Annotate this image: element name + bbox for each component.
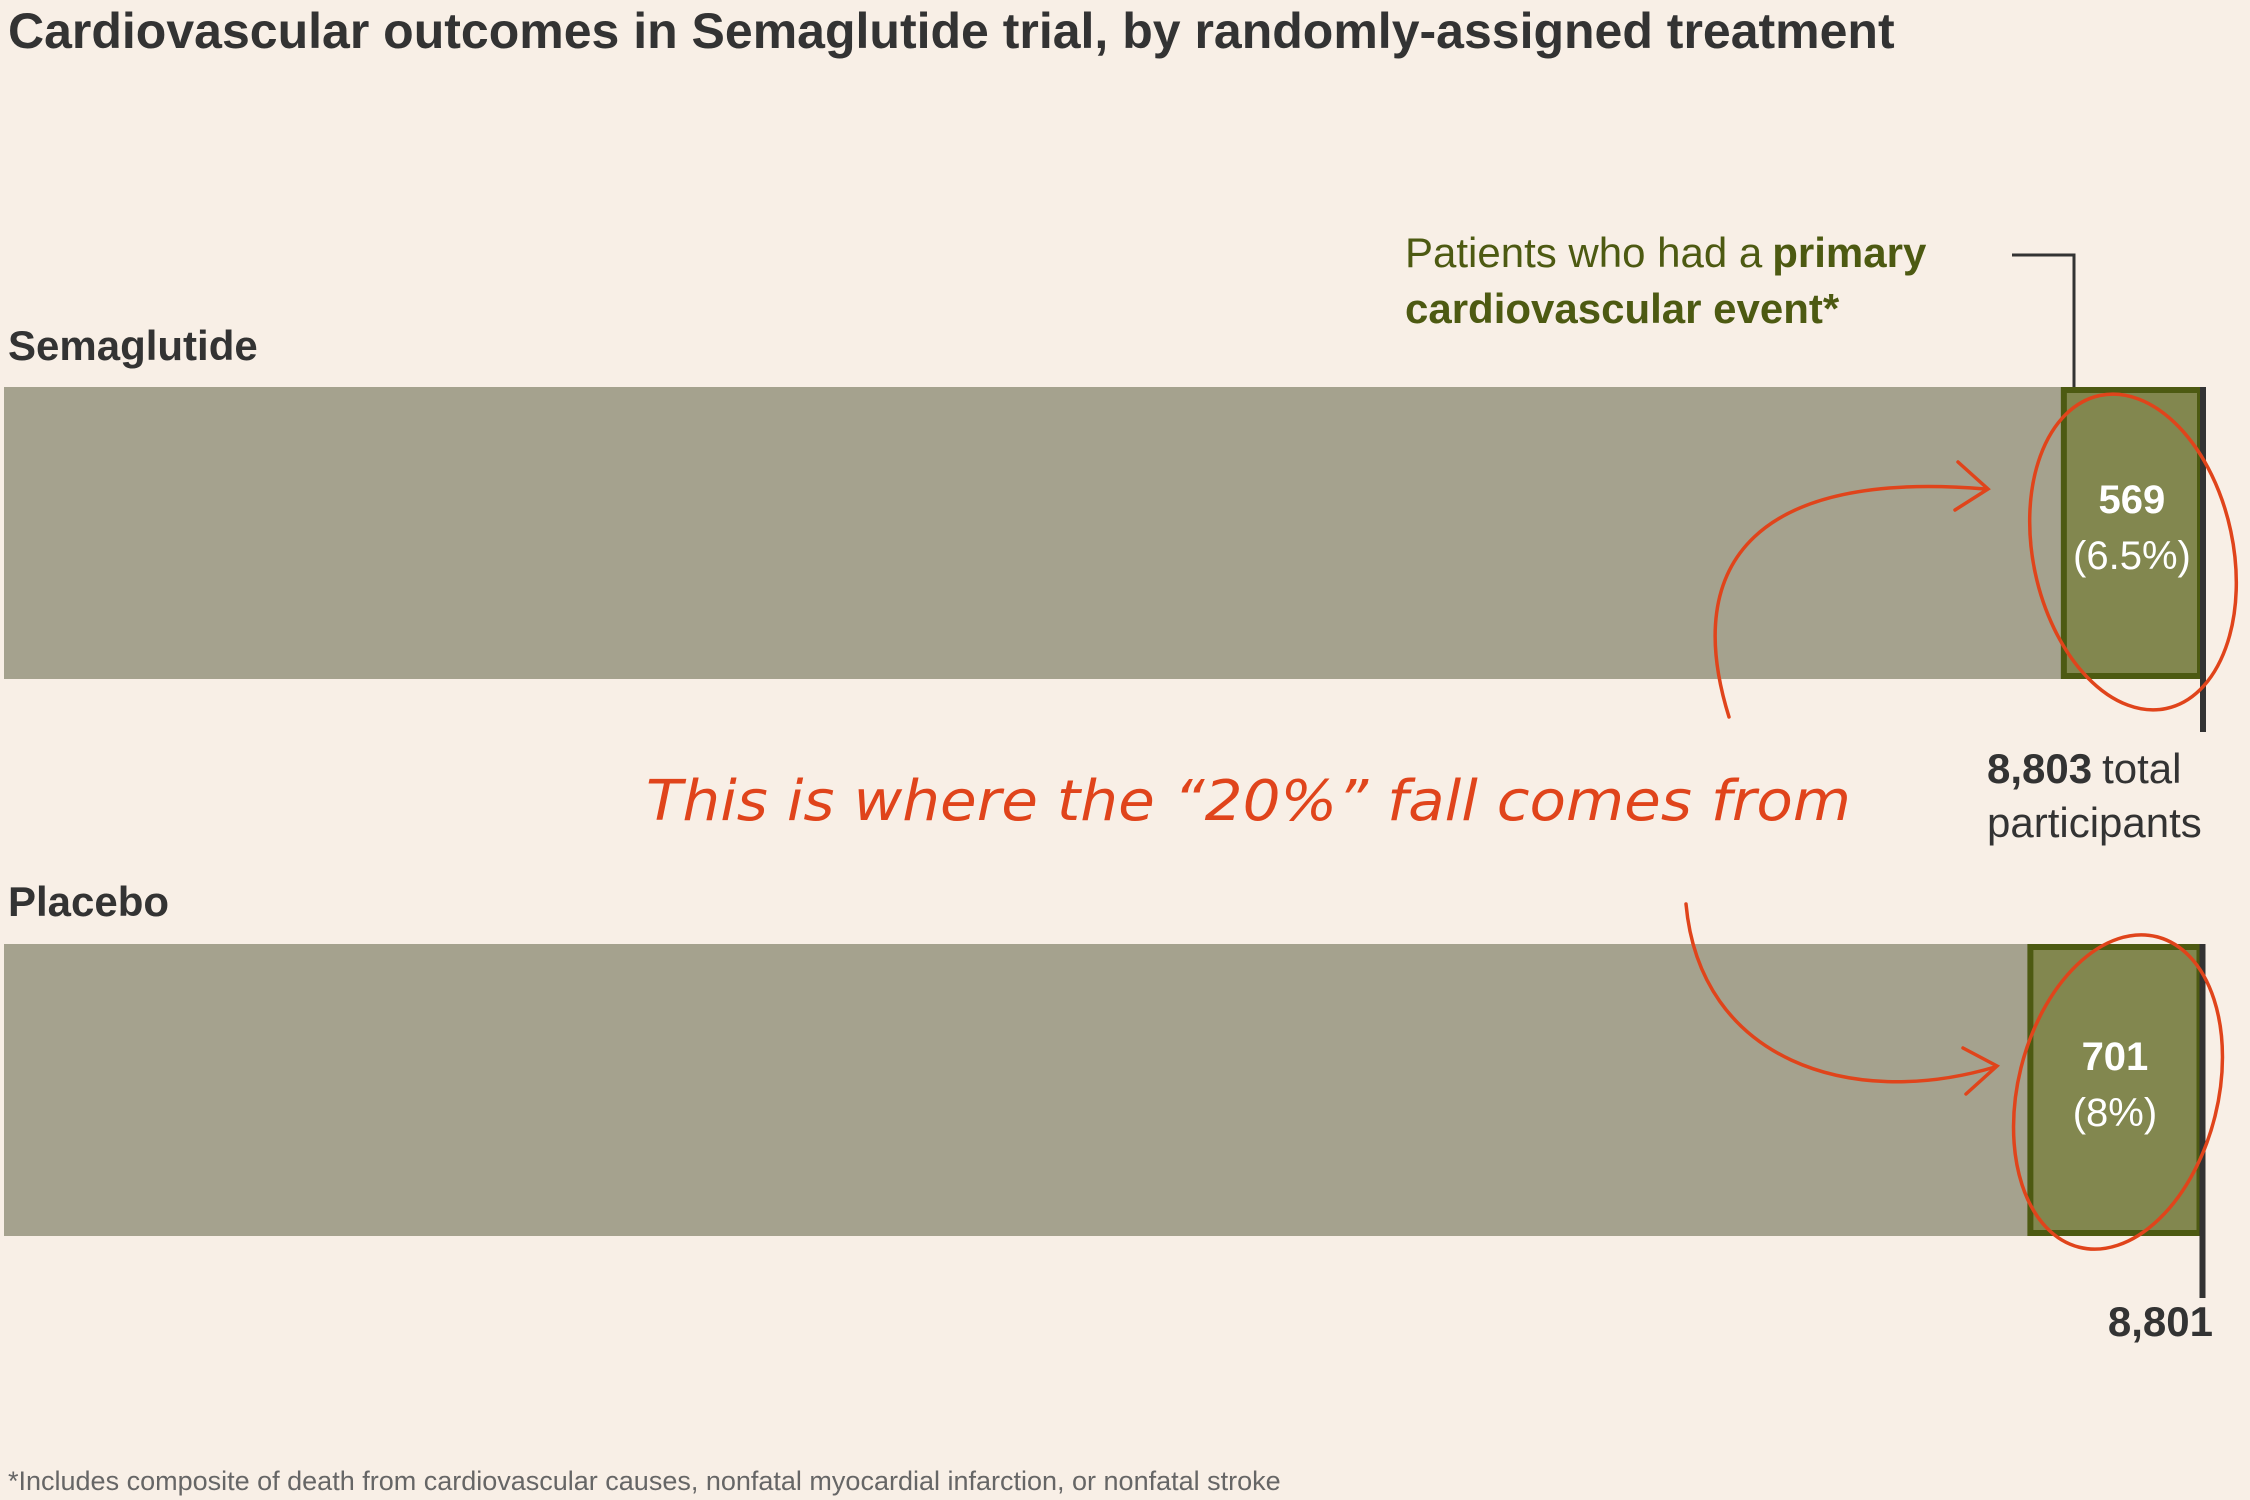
- event-bar: [2060, 387, 2203, 679]
- total-label: 8,803 total participants: [1987, 742, 2250, 850]
- annotation-text: Patients who had a: [1405, 229, 1763, 276]
- arrowhead: [1961, 1046, 2001, 1096]
- annotation-emphasis: primary cardiovascular event*: [1405, 229, 1927, 332]
- event-value: 701: [2082, 1035, 2149, 1079]
- category-label: Semaglutide: [8, 322, 258, 369]
- event-share: (8%): [2073, 1091, 2157, 1135]
- arrow: [1684, 902, 1997, 1084]
- circle: [2027, 392, 2239, 712]
- total-unit: total participants: [1987, 745, 2202, 846]
- category-label: Placebo: [8, 878, 170, 925]
- total-value: 8,803: [1987, 745, 2093, 792]
- handwritten-note: This is where the “20%” fall comes from: [646, 769, 1851, 834]
- chart-title: Cardiovascular outcomes in Semaglutide t…: [8, 3, 1895, 59]
- event-share: (6.5%): [2073, 534, 2191, 578]
- footnote: *Includes composite of death from cardio…: [8, 1466, 1281, 1496]
- total-bar: [4, 944, 2203, 1236]
- event-value: 569: [2099, 478, 2166, 522]
- annotation-connector: [2012, 253, 2076, 387]
- total-value: 8,801: [2107, 1298, 2213, 1345]
- total-bar: [4, 387, 2203, 679]
- arrowhead: [1953, 460, 1991, 512]
- circle: [2011, 933, 2225, 1251]
- arrow: [1713, 484, 1987, 719]
- annotation: Patients who had a primary cardiovascular…: [1405, 225, 2005, 337]
- handwritten-marks: [1684, 392, 2239, 1251]
